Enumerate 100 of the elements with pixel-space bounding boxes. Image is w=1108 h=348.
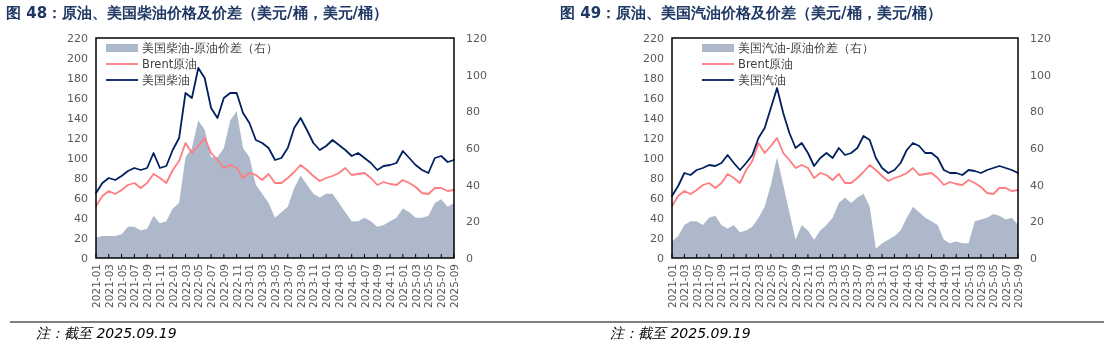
x-tick-label: 2022-05 (764, 264, 777, 308)
x-tick-label: 2025-05 (987, 264, 1000, 308)
legend-label: 美国柴油 (142, 73, 190, 87)
x-tick-label: 2024-07 (358, 264, 371, 308)
x-tick-label: 2022-09 (789, 264, 802, 308)
y2-tick-label: 120 (466, 32, 487, 45)
x-tick-label: 2024-05 (345, 264, 358, 308)
y-tick-label: 100 (643, 152, 664, 165)
x-tick-label: 2023-05 (839, 264, 851, 308)
y-tick-label: 160 (67, 92, 88, 105)
y-tick-label: 0 (657, 252, 664, 265)
x-tick-label: 2025-03 (974, 264, 987, 308)
x-tick-label: 2021-11 (727, 264, 740, 308)
y2-tick-label: 60 (1030, 142, 1044, 155)
y2-tick-label: 80 (466, 105, 480, 119)
y2-tick-label: 80 (1030, 105, 1044, 119)
x-tick-label: 2021-01 (90, 264, 102, 308)
y-tick-label: 200 (643, 52, 664, 65)
x-tick-label: 2022-09 (217, 264, 230, 308)
x-tick-label: 2024-05 (913, 264, 926, 308)
chart-title: 图 48：原油、美国柴油价格及价差（美元/桶，美元/桶） (6, 4, 389, 22)
y2-tick-label: 20 (1030, 215, 1044, 229)
y-tick-label: 20 (650, 232, 664, 245)
x-tick-label: 2025-09 (1012, 264, 1024, 308)
x-tick-label: 2021-07 (128, 264, 141, 308)
x-tick-label: 2024-01 (320, 264, 333, 308)
x-tick-label: 2024-03 (900, 264, 913, 308)
x-tick-label: 2023-05 (269, 264, 281, 308)
y-tick-label: 180 (643, 72, 664, 85)
y-tick-label: 60 (74, 192, 88, 205)
x-tick-label: 2024-01 (888, 264, 901, 308)
line-series (95, 137, 455, 207)
y2-tick-label: 60 (466, 142, 480, 155)
y2-tick-label: 0 (1030, 252, 1037, 265)
x-tick-label: 2024-07 (925, 264, 938, 308)
x-tick-label: 2023-07 (281, 264, 294, 308)
y-tick-label: 80 (650, 172, 664, 185)
x-tick-label: 2023-07 (851, 264, 864, 308)
x-tick-label: 2021-05 (690, 264, 703, 308)
x-tick-label: 2023-03 (826, 264, 839, 308)
x-tick-label: 2025-01 (396, 264, 409, 308)
y-tick-label: 220 (67, 32, 88, 45)
y-tick-label: 120 (67, 132, 88, 145)
y-tick-label: 80 (74, 172, 88, 185)
line-series (671, 137, 1019, 207)
text: 注：截至 2025.09.19 (610, 325, 751, 341)
x-tick-label: 2025-03 (409, 264, 422, 308)
x-tick-label: 2021-07 (703, 264, 716, 308)
chart-title: 图 49：原油、美国汽油价格及价差（美元/桶，美元/桶） (560, 4, 943, 22)
text: 注：截至 2025.09.19 (36, 325, 177, 341)
x-tick-label: 2021-03 (678, 264, 691, 308)
x-tick-label: 2021-09 (141, 264, 154, 308)
line-series (671, 87, 1019, 197)
x-tick-label: 2021-05 (115, 264, 128, 308)
x-tick-label: 2023-11 (307, 264, 320, 308)
y-tick-label: 120 (643, 132, 664, 145)
x-tick-label: 2022-01 (740, 264, 753, 308)
x-tick-label: 2024-09 (371, 264, 384, 308)
legend-label: 美国汽油 (738, 73, 786, 87)
x-tick-label: 2024-11 (950, 264, 963, 308)
x-tick-label: 2023-03 (256, 264, 269, 308)
y2-tick-label: 100 (466, 68, 487, 82)
x-tick-label: 2021-09 (715, 264, 728, 308)
y-tick-label: 0 (81, 252, 88, 265)
y-tick-label: 40 (650, 212, 664, 225)
x-tick-label: 2023-01 (814, 264, 827, 308)
y-tick-label: 200 (67, 52, 88, 65)
y2-tick-label: 40 (466, 178, 480, 192)
x-tick-label: 2023-09 (863, 264, 876, 308)
y-tick-label: 40 (74, 212, 88, 225)
y2-tick-label: 40 (1030, 178, 1044, 192)
y-tick-label: 100 (67, 152, 88, 165)
y-tick-label: 60 (650, 192, 664, 205)
legend-label: Brent原油 (142, 57, 198, 71)
x-tick-label: 2022-05 (192, 264, 205, 308)
y2-tick-label: 0 (466, 252, 473, 265)
x-tick-label: 2022-07 (777, 264, 790, 308)
y2-tick-label: 100 (1030, 68, 1051, 82)
x-tick-label: 2024-09 (937, 264, 950, 308)
x-tick-label: 2022-01 (166, 264, 179, 308)
legend-label: 美国柴油-原油价差（右） (142, 41, 279, 55)
y2-tick-label: 20 (466, 215, 480, 229)
y-tick-label: 220 (643, 32, 664, 45)
x-tick-label: 2023-09 (294, 264, 307, 308)
x-tick-label: 2022-03 (179, 264, 192, 308)
x-tick-label: 2023-11 (876, 264, 889, 308)
x-tick-label: 2025-07 (435, 264, 448, 308)
x-tick-label: 2022-11 (230, 264, 243, 308)
x-tick-label: 2021-11 (153, 264, 166, 308)
x-tick-label: 2022-03 (752, 264, 765, 308)
y-tick-label: 140 (67, 112, 88, 125)
x-tick-label: 2021-03 (102, 264, 115, 308)
y2-tick-label: 120 (1030, 32, 1051, 45)
legend-label: Brent原油 (738, 57, 794, 71)
x-tick-label: 2025-01 (962, 264, 975, 308)
x-tick-label: 2024-03 (332, 264, 345, 308)
y-tick-label: 20 (74, 232, 88, 245)
x-tick-label: 2025-05 (422, 264, 435, 308)
x-tick-label: 2024-11 (384, 264, 397, 308)
y-tick-label: 140 (643, 112, 664, 125)
